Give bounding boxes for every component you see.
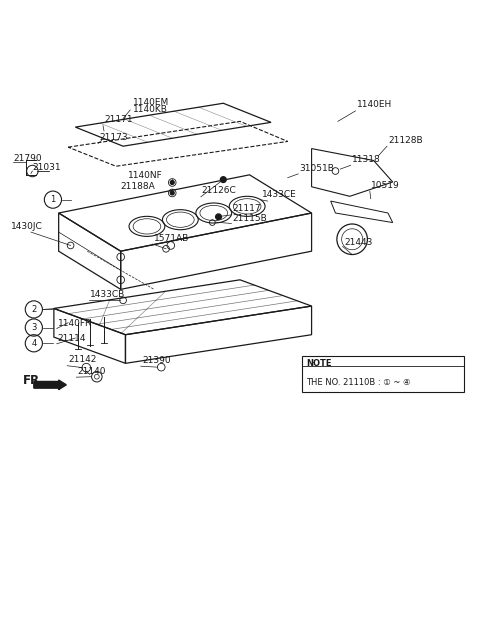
Text: 1571AB: 1571AB [154,233,189,242]
Text: 10519: 10519 [371,181,400,190]
Text: 21117: 21117 [233,204,262,213]
Text: 21115B: 21115B [233,214,267,223]
Circle shape [170,191,174,195]
Text: 1433CB: 1433CB [90,290,125,299]
Text: 1433CE: 1433CE [262,190,296,198]
Text: THE NO. 21110B : ① ~ ④: THE NO. 21110B : ① ~ ④ [306,378,410,387]
Text: 21126C: 21126C [202,186,237,195]
Text: 1140NF: 1140NF [128,170,163,179]
Text: 1430JC: 1430JC [11,222,43,231]
Text: 1140KB: 1140KB [132,105,168,114]
Text: 21188A: 21188A [120,182,156,191]
FancyArrow shape [34,380,66,390]
Text: 31051B: 31051B [300,164,335,173]
Circle shape [220,177,226,183]
Text: FR.: FR. [23,374,45,387]
Text: NOTE: NOTE [306,359,331,368]
Text: 21390: 21390 [142,356,171,365]
Circle shape [170,181,174,184]
Text: 21140: 21140 [78,367,106,377]
Circle shape [216,214,221,219]
Text: 21142: 21142 [68,356,96,364]
Text: 2: 2 [31,305,36,314]
Text: 11318: 11318 [352,155,381,164]
Text: 21173: 21173 [99,133,128,142]
Text: 1140EH: 1140EH [357,100,392,109]
Text: 1140FR: 1140FR [58,319,92,328]
Text: 1140EM: 1140EM [132,98,169,107]
Text: 21128B: 21128B [388,136,422,145]
Text: 21443: 21443 [344,238,372,247]
Text: 21790: 21790 [13,154,42,163]
Text: 21114: 21114 [58,334,86,343]
Text: 4: 4 [31,339,36,348]
Text: 21031: 21031 [33,163,61,172]
Text: 3: 3 [31,323,36,332]
Text: 21171: 21171 [104,115,132,124]
Text: 1: 1 [50,195,56,204]
